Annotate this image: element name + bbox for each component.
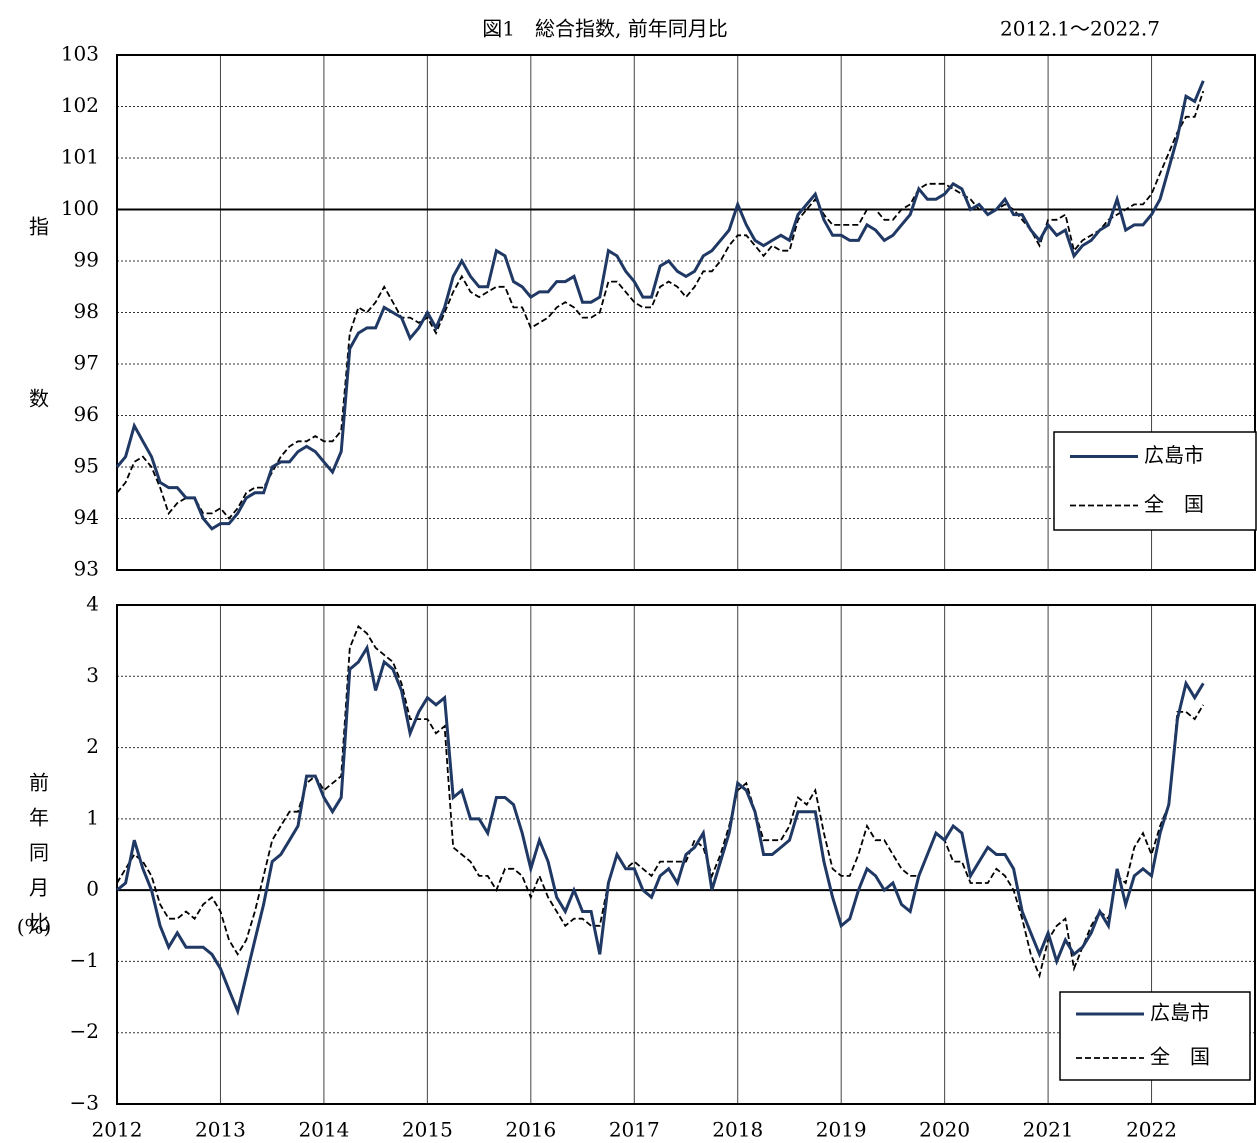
x-tick-label: 2019 [816, 1118, 867, 1142]
y-tick-label: 103 [61, 42, 99, 66]
legend-label: 全 国 [1150, 1045, 1210, 1069]
series-line [116, 624, 1205, 979]
x-tick-label: 2020 [919, 1118, 970, 1142]
series-line [115, 80, 1205, 531]
x-tick-label: 2022 [1126, 1118, 1177, 1142]
x-tick-label: 2018 [712, 1118, 763, 1142]
series-line [116, 90, 1205, 520]
x-tick-label: 2015 [402, 1118, 453, 1142]
x-tick-label: 2016 [505, 1118, 556, 1142]
y-tick-label: 93 [74, 557, 99, 581]
y-tick-label: 1 [86, 805, 99, 829]
chart-subtitle: 2012.1～2022.7 [1000, 17, 1160, 41]
y-axis-unit: (%) [17, 915, 52, 939]
legend-box [1053, 431, 1257, 531]
legend-label: 広島市 [1144, 443, 1204, 467]
x-tick-label: 2013 [195, 1118, 246, 1142]
plot-frame [116, 604, 1256, 1105]
y-tick-label: 0 [86, 877, 99, 901]
y-tick-label: 102 [61, 93, 99, 117]
y-tick-label: 95 [74, 454, 99, 478]
y-axis-label: 指数 [26, 216, 50, 560]
chart-title: 図1 総合指数, 前年同月比 [482, 17, 727, 41]
series-line [116, 643, 1205, 1017]
y-tick-label: 2 [86, 734, 99, 758]
y-tick-label: 94 [74, 505, 99, 529]
y-tick-label: 101 [61, 145, 99, 169]
legend-label: 全 国 [1144, 492, 1204, 516]
legend-box [1059, 991, 1251, 1081]
y-tick-label: −1 [70, 948, 99, 972]
y-tick-label: 96 [74, 402, 99, 426]
legend-label: 広島市 [1150, 1001, 1210, 1025]
y-axis-label: 前年同月比 [26, 772, 50, 947]
y-tick-label: 98 [74, 299, 99, 323]
x-tick-label: 2017 [609, 1118, 660, 1142]
y-tick-label: −2 [70, 1019, 99, 1043]
y-tick-label: 4 [86, 592, 99, 616]
y-tick-label: 97 [74, 351, 99, 375]
plot-frame [116, 54, 1256, 571]
y-tick-label: 3 [86, 663, 99, 687]
y-tick-label: −3 [70, 1091, 99, 1115]
x-tick-label: 2014 [298, 1118, 349, 1142]
x-tick-label: 2012 [92, 1118, 143, 1142]
y-tick-label: 99 [74, 248, 99, 272]
y-tick-label: 100 [61, 196, 99, 220]
x-tick-label: 2021 [1023, 1118, 1074, 1142]
